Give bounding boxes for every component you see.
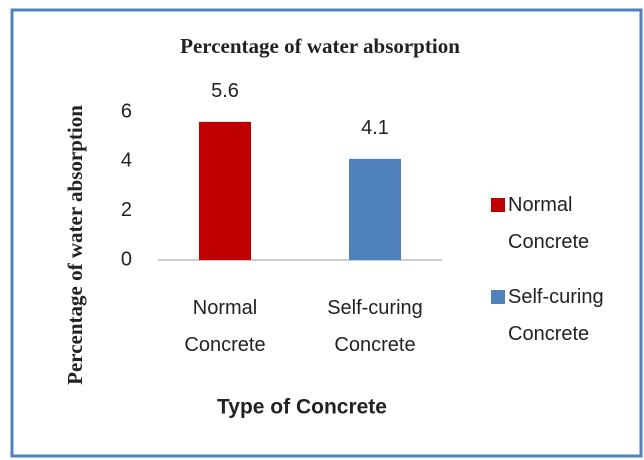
x-axis-label: Type of Concrete [217,396,387,419]
y-tick-label: 6 [121,100,132,122]
frame [10,8,643,458]
legend-label: Self-curing Concrete [508,286,604,345]
x-tick-label: Self-curing Concrete [327,297,423,356]
bar [349,158,401,260]
legend-label: Normal Concrete [508,194,590,253]
value-label: 5.6 [211,80,239,102]
y-tick-label: 0 [121,248,132,270]
x-tick-label: Normal Concrete [184,297,266,356]
y-axis-label: Percentage of water absorption [63,105,87,385]
legend-swatch [491,290,505,304]
chart-title: Percentage of water absorption [180,34,460,58]
y-tick-label: 2 [121,199,132,221]
legend-swatch [491,198,505,212]
value-label: 4.1 [361,117,389,139]
bar [199,121,251,260]
y-tick-label: 4 [121,150,132,172]
